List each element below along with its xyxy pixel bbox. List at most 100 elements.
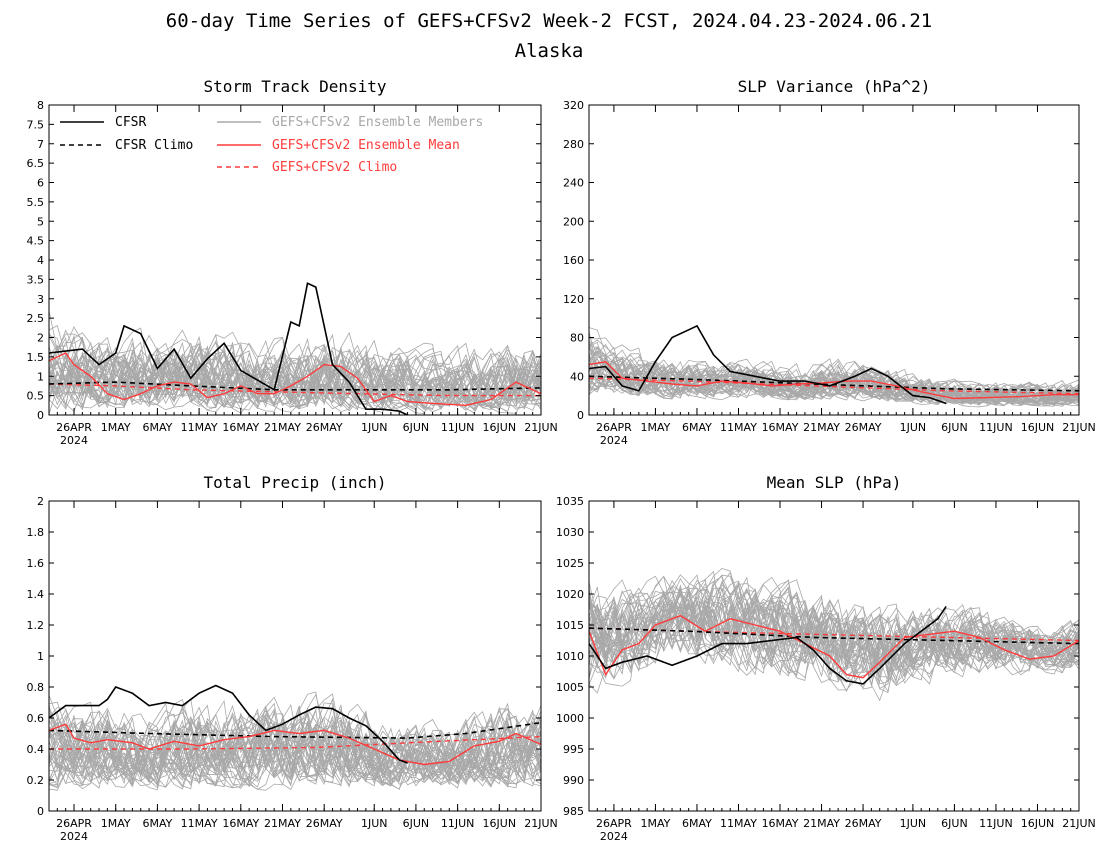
x-tick-label: 1JUN [900,421,927,434]
y-tick-label: 40 [570,370,584,383]
y-tick-label: 1010 [556,650,584,663]
ensemble-member-line [589,340,1079,403]
x-tick-label: 26APR [596,421,632,434]
y-tick-label: 1.2 [27,619,45,632]
x-tick-label: 26MAY [845,421,882,434]
x-tick-label: 16MAY [762,421,799,434]
ensemble-member-line [49,710,541,781]
x-tick-label: 11MAY [720,817,757,830]
y-tick-label: 8 [37,99,44,112]
panel-4: Mean SLP (hPa) 985 990 995 1000 1005 1010 1015 1… [556,473,1096,843]
ensemble-member-line [49,718,541,790]
x-tick-label: 1MAY [101,817,131,830]
y-tick-label: 1 [37,650,44,663]
plot-area [49,684,541,791]
y-tick-label: 990 [563,774,584,787]
ensemble-member-line [589,590,1079,687]
x-tick-label: 16JUN [483,817,517,830]
ensemble-member-line [49,708,541,791]
y-tick-label: 5 [37,215,44,228]
ensemble-member-line [589,576,1079,692]
x-tick-label: 21JUN [1062,421,1096,434]
cfsr-line [589,605,947,685]
ensemble-mean-line [589,614,1079,679]
plot-area [589,568,1079,702]
ensemble-member-line [49,339,541,411]
legend-members-label: GEFS+CFSv2 Ensemble Members [272,115,483,130]
y-tick-label: 0 [37,805,44,818]
ensemble-member-line [589,594,1079,685]
ensemble-member-line [589,583,1079,693]
y-tick-label: 6.5 [27,157,45,170]
ensemble-member-line [589,351,1079,406]
x-tick-label: 11JUN [441,421,475,434]
y-tick-label: 5.5 [27,196,45,209]
y-tick-label: 1005 [556,681,584,694]
gefs-climo-line [49,735,541,750]
ensemble-member-line [49,336,541,414]
ensemble-member-line [49,708,541,787]
ensemble-member-line [49,720,541,788]
plot-area [49,282,541,415]
ensemble-member-line [49,705,541,787]
x-tick-label: 21JUN [524,421,558,434]
x-year-label: 2024 [600,830,628,843]
x-tick-label: 21MAY [803,421,840,434]
x-tick-label: 11JUN [979,421,1013,434]
ensemble-member-line [49,699,541,783]
y-tick-label: 200 [563,215,584,228]
x-tick-label: 6JUN [403,421,430,434]
ensemble-member-line [589,587,1079,683]
y-tick-label: 1.8 [27,526,45,539]
x-tick-label: 21JUN [1062,817,1096,830]
x-tick-label: 21JUN [524,817,558,830]
ensemble-member-line [49,702,541,784]
y-tick-label: 280 [563,138,584,151]
y-tick-label: 1.5 [27,351,45,364]
plot-area [589,324,1079,408]
x-tick-label: 1JUN [361,817,388,830]
ensemble-mean-line [49,723,541,766]
x-tick-label: 6MAY [682,817,712,830]
y-tick-label: 0.8 [27,681,45,694]
x-year-label: 2024 [60,830,88,843]
x-tick-label: 1MAY [640,817,670,830]
x-tick-label: 1MAY [101,421,131,434]
x-tick-label: 16JUN [1021,817,1055,830]
legend-cfsr-climo-label: CFSR Climo [115,138,193,153]
ensemble-member-line [49,719,541,787]
panel-title: SLP Variance (hPa^2) [738,77,931,96]
ensemble-mean-line [589,360,1079,400]
ensemble-member-line [49,331,541,405]
cfsr-climo-line [589,627,1079,645]
ensemble-member-line [589,595,1079,681]
ensemble-member-line [589,590,1079,672]
y-tick-label: 1000 [556,712,584,725]
ensemble-member-line [589,570,1079,690]
x-tick-label: 26MAY [306,421,343,434]
y-tick-label: 0.6 [27,712,45,725]
x-tick-label: 26MAY [306,817,343,830]
x-tick-label: 1JUN [900,817,927,830]
x-tick-label: 11MAY [181,421,218,434]
ensemble-member-line [49,345,541,410]
panel-3: Total Precip (inch) 0 0.2 0.4 0.6 0.8 1 1.2 1.4 1… [27,473,558,843]
y-tick-label: 1.4 [27,588,45,601]
ensemble-member-line [49,337,541,412]
ensemble-member-line [589,601,1079,672]
x-tick-label: 1MAY [640,421,670,434]
panel-1: Storm Track Density 0 0.5 1 1.5 2 2.5 3 3.5 4 4.5 5… [27,77,558,447]
legend-gefs-climo-label: GEFS+CFSv2 Climo [272,160,397,175]
y-tick-label: 0.5 [27,390,45,403]
y-tick-label: 2 [37,332,44,345]
y-tick-label: 7 [37,138,44,151]
x-tick-label: 26MAY [845,817,882,830]
ensemble-member-line [589,344,1079,405]
x-tick-label: 16MAY [762,817,799,830]
y-tick-label: 985 [563,805,584,818]
y-tick-label: 4 [37,254,44,267]
x-tick-label: 6JUN [403,817,430,830]
ensemble-member-line [49,705,541,785]
y-tick-label: 1 [37,370,44,383]
